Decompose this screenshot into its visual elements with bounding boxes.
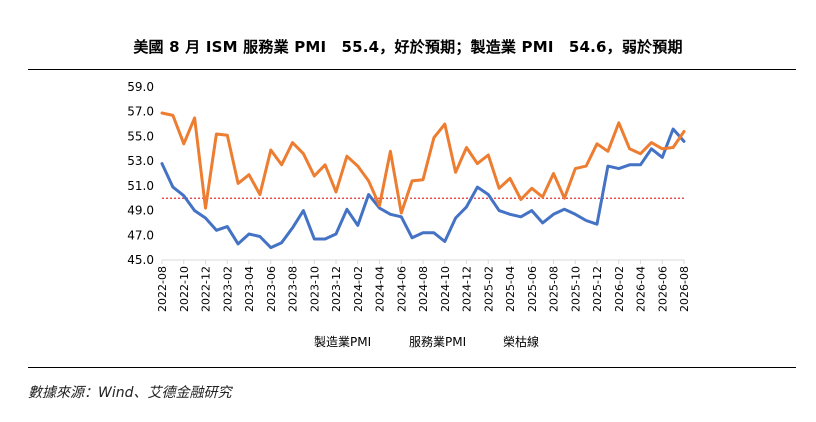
legend-threshold-label: 榮枯線 bbox=[503, 334, 539, 349]
x-tick-label: 2023-08 bbox=[287, 266, 300, 312]
x-tick-label: 2025-02 bbox=[482, 266, 495, 312]
x-axis: 2022-08 2022-10 2022-12 2023-02 2023-04 2023-… bbox=[156, 259, 691, 312]
x-tick-label: 2023-02 bbox=[221, 266, 234, 312]
x-tick-label: 2022-10 bbox=[178, 266, 191, 312]
y-tick-label: 53.0 bbox=[127, 154, 154, 168]
x-tick-label: 2025-04 bbox=[504, 266, 517, 312]
top-divider bbox=[28, 69, 796, 70]
x-tick-label: 2024-10 bbox=[439, 266, 452, 312]
x-tick-label: 2026-04 bbox=[635, 266, 648, 312]
y-tick-label: 49.0 bbox=[127, 204, 154, 218]
y-tick-label: 57.0 bbox=[127, 105, 154, 119]
x-tick-label: 2023-06 bbox=[265, 266, 278, 312]
x-tick-label: 2023-04 bbox=[243, 266, 256, 312]
legend-services-label: 服務業PMI bbox=[409, 335, 466, 349]
manufacturing-pmi-line bbox=[160, 127, 686, 250]
source-note: 數據來源：Wind、艾德金融研究 bbox=[28, 385, 232, 401]
x-tick-label: 2024-12 bbox=[461, 266, 474, 312]
x-tick-label: 2026-06 bbox=[656, 266, 669, 312]
x-tick-label: 2024-08 bbox=[417, 266, 430, 312]
y-tick-label: 59.0 bbox=[127, 80, 154, 94]
y-tick-label: 47.0 bbox=[127, 228, 154, 242]
x-tick-label: 2024-06 bbox=[395, 266, 408, 312]
x-tick-label: 2026-02 bbox=[613, 266, 626, 312]
series-layer bbox=[160, 111, 686, 250]
y-tick-label: 51.0 bbox=[127, 179, 154, 193]
x-tick-label: 2025-12 bbox=[591, 266, 604, 312]
x-tick-label: 2023-12 bbox=[330, 266, 343, 312]
x-tick-label: 2022-12 bbox=[200, 266, 213, 312]
legend-manufacturing-label: 製造業PMI bbox=[314, 335, 371, 349]
bottom-divider bbox=[28, 367, 796, 368]
x-tick-label: 2026-08 bbox=[678, 266, 691, 312]
services-pmi-line bbox=[160, 111, 686, 215]
x-tick-label: 2022-08 bbox=[156, 266, 169, 312]
chart-title: 美國 8 月 ISM 服務業 PMI 55.4，好於預期；製造業 PMI 54.… bbox=[133, 38, 683, 56]
y-tick-label: 55.0 bbox=[127, 129, 154, 143]
legend: 製造業PMI 服務業PMI 榮枯線 bbox=[314, 334, 539, 349]
x-tick-label: 2025-08 bbox=[548, 266, 561, 312]
x-tick-label: 2024-04 bbox=[374, 266, 387, 312]
y-tick-label: 45.0 bbox=[127, 253, 154, 267]
x-tick-label: 2023-10 bbox=[308, 266, 321, 312]
y-axis: 45.0 47.0 49.0 51.0 53.0 55.0 57.0 59.0 bbox=[127, 80, 154, 267]
x-tick-label: 2025-06 bbox=[526, 266, 539, 312]
x-tick-label: 2024-02 bbox=[352, 266, 365, 312]
x-tick-label: 2025-10 bbox=[569, 266, 582, 312]
